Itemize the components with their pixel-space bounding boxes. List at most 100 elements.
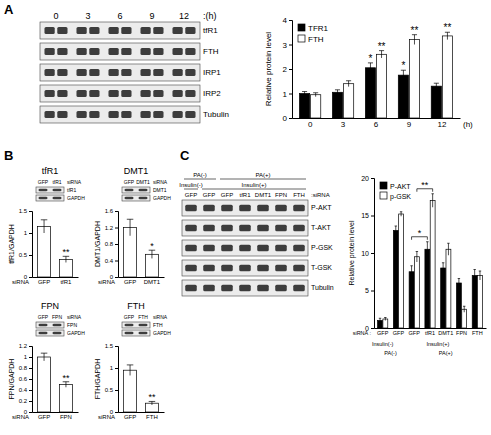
blot-band	[172, 111, 182, 118]
tick-mark	[115, 228, 118, 229]
lane-label: DMT1	[255, 192, 272, 198]
tick-label: 1	[24, 354, 28, 360]
plot-area	[38, 220, 73, 277]
row-label: T-GSK	[311, 264, 332, 271]
tick: 0.2	[19, 398, 32, 404]
lane-label: FTH	[138, 314, 148, 320]
axis-line	[375, 328, 487, 329]
tick-mark	[29, 412, 32, 413]
blot-strip	[182, 200, 308, 216]
tick-mark	[371, 178, 374, 179]
plot-area	[124, 219, 159, 277]
blot-strip	[40, 85, 200, 102]
tick-mark	[115, 244, 118, 245]
group-label: PA(+)	[439, 350, 453, 356]
plot-area	[38, 353, 73, 412]
tick: 2	[283, 65, 292, 74]
tick-mark	[115, 261, 118, 262]
y-axis: 00.511.5	[19, 208, 33, 280]
lane-label: DMT1	[136, 179, 150, 185]
blot-band	[125, 189, 134, 191]
tick: 1	[24, 354, 32, 360]
tick-label: 0	[308, 120, 313, 129]
tick: GFP	[393, 330, 405, 336]
tick-label: GFP	[377, 330, 389, 336]
error-bar	[395, 226, 397, 235]
tick-mark	[289, 45, 292, 46]
legend-label: FTH	[308, 35, 324, 44]
blot-band	[76, 48, 86, 55]
bar	[425, 249, 430, 328]
error-bar	[400, 212, 402, 217]
panel-label: A	[4, 2, 14, 17]
tick-label: 0.4	[19, 387, 28, 393]
row-label: P-GSK	[311, 244, 333, 251]
blot-band	[221, 265, 233, 271]
blot: GFPtfR1siRNAtfR1GAPDH	[36, 179, 85, 201]
tick: GFP	[38, 279, 50, 285]
blot-band	[76, 90, 86, 97]
tick-label: 20	[361, 175, 369, 182]
blot-band	[221, 285, 233, 291]
bar	[311, 95, 321, 118]
blot-band	[275, 225, 287, 231]
lane-label: tfR1	[52, 179, 61, 185]
bar	[376, 54, 386, 118]
x-axis-title: siRNA	[98, 414, 115, 420]
lane-label: 9	[149, 11, 154, 21]
blot-band	[221, 245, 233, 251]
bar	[441, 268, 446, 328]
tick-mark	[115, 277, 118, 278]
tick: FPN	[456, 330, 467, 336]
row-label: GAPDH	[67, 195, 85, 201]
tick: 6	[374, 120, 379, 129]
axis-line	[33, 277, 79, 278]
bar	[59, 385, 72, 413]
bar	[409, 272, 414, 328]
blot-band	[89, 111, 99, 118]
chart-title: FTH	[127, 301, 145, 311]
blot-band	[203, 245, 215, 251]
tick: GFP	[409, 330, 421, 336]
lane-label: FPN	[52, 314, 62, 320]
blot-band	[108, 90, 118, 97]
tick: 1.2	[19, 343, 32, 349]
error-bar	[412, 35, 417, 45]
tick-mark	[29, 346, 32, 347]
lane-label: 12	[179, 11, 189, 21]
lane-unit: :siRNA	[311, 192, 330, 198]
blot-band	[44, 90, 54, 97]
blot-band	[140, 69, 150, 76]
blot-band	[44, 111, 54, 118]
blot-band	[172, 90, 182, 97]
blot-band	[185, 265, 197, 271]
blot-strip	[40, 106, 200, 123]
tick-label: GFP	[38, 414, 50, 420]
tick: 0.5	[105, 387, 118, 393]
blot-band	[140, 48, 150, 55]
bar	[446, 249, 451, 328]
annotation: *	[418, 228, 422, 238]
blot-band	[57, 111, 67, 118]
blot-band	[185, 90, 195, 97]
tick: 0.4	[105, 258, 118, 264]
tick-label: 6	[374, 120, 379, 129]
x-axis: GFPFPN	[33, 413, 79, 421]
row-label: P-AKT	[311, 204, 332, 211]
lane-label: FTH	[293, 192, 305, 198]
error-bar	[384, 318, 386, 321]
row-label: FPN	[67, 322, 77, 328]
tick-mark	[371, 216, 374, 217]
bar	[38, 226, 51, 277]
error-bar	[434, 83, 439, 89]
blot-band	[140, 111, 150, 118]
error-bar	[335, 90, 340, 95]
header-span	[184, 179, 216, 180]
tick: 12	[437, 120, 446, 129]
row-label: FTH	[153, 322, 163, 328]
blot-band	[139, 332, 148, 334]
blot-band	[108, 27, 118, 34]
tick: 1.6	[105, 208, 118, 214]
blot-band	[89, 27, 99, 34]
y-axis-title: Relative protein level	[348, 220, 356, 285]
